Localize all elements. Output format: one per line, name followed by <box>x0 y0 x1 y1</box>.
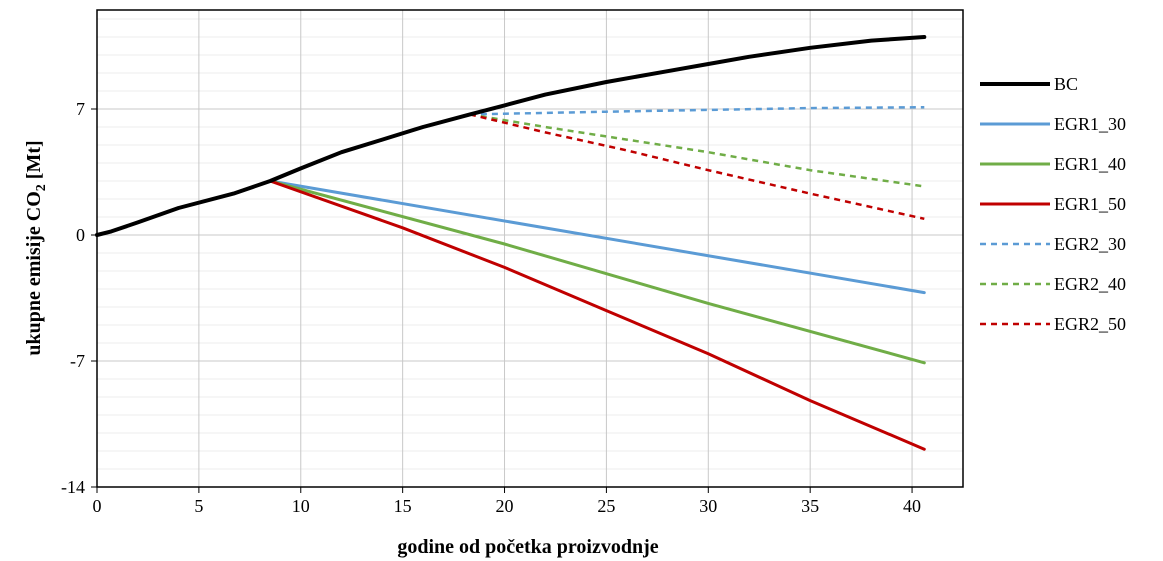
x-tick-label: 5 <box>194 496 203 516</box>
y-axis-title-main: ukupne emisije CO <box>23 191 45 355</box>
legend-label-egr1-30: EGR1_30 <box>1054 114 1126 134</box>
x-tick-label: 40 <box>903 496 921 516</box>
x-tick-label: 0 <box>93 496 102 516</box>
y-axis-title: ukupne emisije CO2 [Mt] <box>23 140 49 355</box>
x-tick-label: 35 <box>801 496 819 516</box>
y-axis-title-subscript: 2 <box>34 184 49 191</box>
legend-label-egr1-50: EGR1_50 <box>1054 194 1126 214</box>
series-line-egr2-30 <box>469 105 925 116</box>
x-tick-label: 30 <box>699 496 717 516</box>
x-tick-label: 15 <box>394 496 412 516</box>
legend-label-egr2-50: EGR2_50 <box>1054 314 1126 334</box>
x-tick-label: 20 <box>496 496 514 516</box>
x-tick-label: 10 <box>292 496 310 516</box>
plot-area-border <box>96 9 964 488</box>
legend-label-bc: BC <box>1054 74 1078 94</box>
legend-label-egr2-30: EGR2_30 <box>1054 234 1126 254</box>
y-tick-label: 0 <box>76 225 85 245</box>
y-axis-ticks: -14 -7 0 7 <box>61 99 97 497</box>
x-tick-label: 25 <box>597 496 615 516</box>
series-line-egr1-30 <box>268 179 926 295</box>
legend-label-egr2-40: EGR2_40 <box>1054 274 1126 294</box>
x-axis-title: godine od početka proizvodnje <box>397 536 658 558</box>
series-line-egr1-40 <box>268 179 926 365</box>
y-tick-label: 7 <box>76 99 85 119</box>
series-lines <box>95 35 927 451</box>
y-tick-label: -14 <box>61 477 85 497</box>
series-line-egr1-50 <box>268 179 926 451</box>
series-line-bc <box>95 35 927 237</box>
y-axis-title-unit: [Mt] <box>23 140 45 184</box>
y-tick-label: -7 <box>70 351 85 371</box>
series-line-egr2-40 <box>469 113 925 188</box>
legend-label-egr1-40: EGR1_40 <box>1054 154 1126 174</box>
x-axis-ticks: 0 5 10 15 20 25 30 35 40 <box>93 487 921 516</box>
minor-gridlines <box>97 18 963 470</box>
series-line-egr2-50 <box>469 113 925 221</box>
legend: BC EGR1_30 EGR1_40 EGR1_50 EGR2_30 EGR2_40 EGR… <box>980 74 1126 334</box>
